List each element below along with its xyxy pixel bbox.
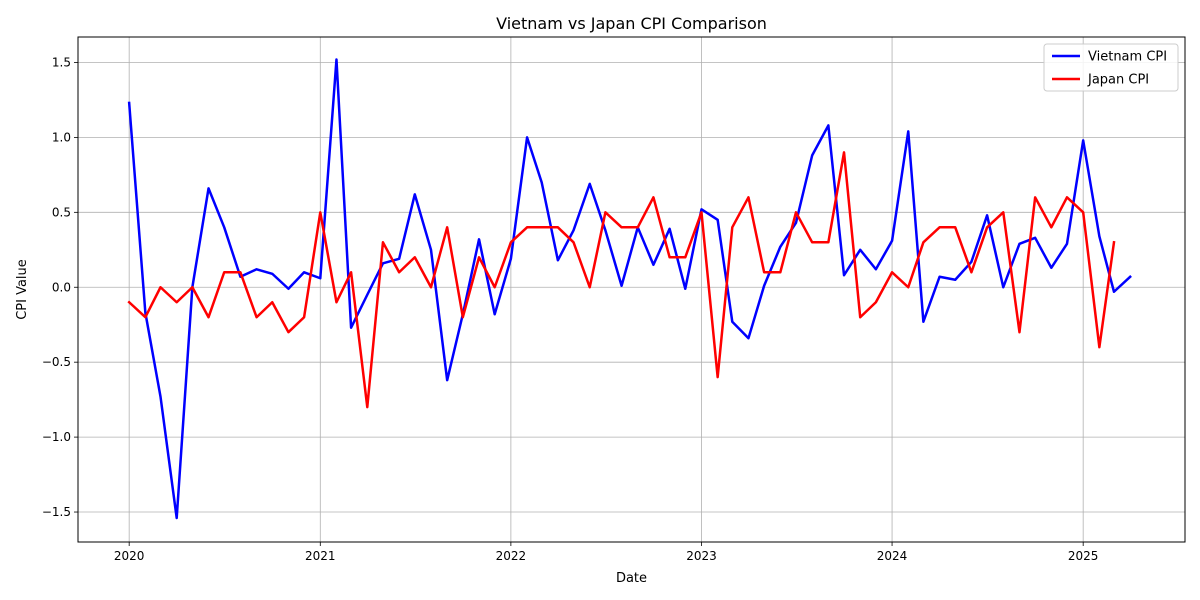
y-tick-label: −1.0 [42, 430, 71, 444]
legend-label-japan: Japan CPI [1087, 73, 1149, 88]
y-tick-label: 1.5 [52, 55, 71, 69]
grid [78, 37, 1185, 542]
chart-title: Vietnam vs Japan CPI Comparison [496, 14, 767, 33]
x-tick-label: 2023 [686, 549, 717, 563]
x-tick-label: 2022 [496, 549, 527, 563]
x-axis-ticks: 2020 2021 2022 2023 2024 2025 [114, 542, 1099, 563]
x-axis-label: Date [616, 571, 647, 586]
y-tick-label: 0.5 [52, 205, 71, 219]
x-tick-label: 2020 [114, 549, 145, 563]
x-tick-label: 2025 [1068, 549, 1099, 563]
y-axis-label: CPI Value [15, 259, 30, 320]
y-tick-label: 0.0 [52, 280, 71, 294]
y-tick-label: −1.5 [42, 505, 71, 519]
plot-frame [77, 36, 1186, 543]
legend-label-vietnam: Vietnam CPI [1088, 50, 1167, 65]
x-tick-label: 2021 [305, 549, 336, 563]
legend: Vietnam CPI Japan CPI [1043, 43, 1179, 92]
series-line-vietnam-cpi [127, 58, 1132, 520]
y-tick-label: 1.0 [52, 130, 71, 144]
series-layer [127, 58, 1132, 520]
y-tick-label: −0.5 [42, 355, 71, 369]
series-line-japan-cpi [127, 151, 1116, 409]
x-tick-label: 2024 [877, 549, 908, 563]
y-axis-ticks: 1.5 1.0 0.5 0.0 −0.5 −1.0 −1.5 [42, 55, 78, 519]
